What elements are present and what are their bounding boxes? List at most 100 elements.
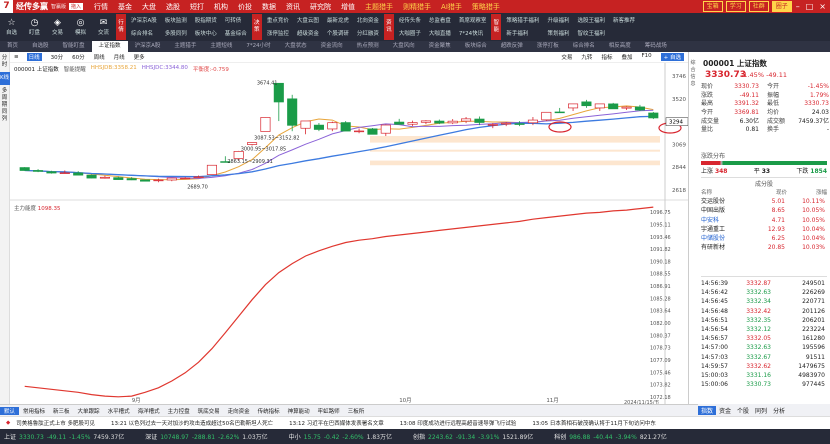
candle[interactable]	[59, 170, 70, 174]
candle[interactable]	[581, 99, 592, 108]
toolbar-link[interactable]: 超级资金	[296, 30, 319, 37]
toolbar-link[interactable]: 北向资金	[356, 17, 379, 24]
nav-tab[interactable]: 首页	[7, 43, 19, 49]
toolbar-link[interactable]: 首席观察室	[458, 17, 487, 24]
candle[interactable]	[220, 156, 231, 163]
indicator-tab[interactable]: 默认	[0, 406, 20, 415]
nav-tab[interactable]: 综合排名	[572, 43, 595, 49]
quote-tab[interactable]: 分析	[773, 407, 786, 415]
chart-menu-icon[interactable]: ≡	[14, 54, 19, 60]
candle[interactable]	[206, 164, 217, 175]
news-item[interactable]: 13:05 日本首相石破茂确认将于11月下旬访问中东	[532, 421, 656, 427]
indicator-tab[interactable]: 三板所	[347, 408, 365, 415]
index-item[interactable]: 科创 986.88 -40.44 -3.94% 821.27亿	[554, 432, 670, 441]
menu-item[interactable]: 大盘	[142, 2, 157, 11]
candle[interactable]	[166, 177, 177, 182]
candle[interactable]	[287, 94, 298, 132]
constituent-row[interactable]: 中储股份 6.25 10.04%	[701, 234, 827, 243]
constituent-row[interactable]: 有研新材 20.85 10.03%	[701, 243, 827, 252]
toolbar-link[interactable]: 新手福利	[506, 30, 529, 37]
candle[interactable]	[380, 124, 391, 137]
toolbar-button[interactable]: ✉ 交流	[92, 13, 115, 41]
toolbar-link[interactable]: 基金综合	[224, 30, 247, 37]
nav-tab[interactable]: 热点预测	[356, 43, 379, 49]
toolbar-link[interactable]: 经传头条	[398, 17, 421, 24]
drag-tag[interactable]: 拖入	[69, 3, 84, 10]
chart-tool[interactable]: 交易	[561, 55, 573, 61]
candle[interactable]	[501, 122, 512, 127]
toolbar-link[interactable]: 分红融资	[356, 30, 379, 37]
nav-tab[interactable]: 相反高度	[608, 43, 631, 49]
nav-tab[interactable]: 资金流向	[320, 43, 343, 49]
quote-tab[interactable]: 同列	[755, 407, 768, 415]
candle[interactable]	[340, 121, 351, 132]
candle[interactable]	[354, 128, 365, 134]
candle[interactable]	[447, 119, 458, 125]
toolbar-link[interactable]: 板块中心	[194, 30, 217, 37]
toolbar-link[interactable]: 智纹王福利	[577, 30, 605, 37]
indicator-tab[interactable]: 常用指标	[23, 408, 46, 415]
nav-tab[interactable]: 沪深京A股	[134, 43, 161, 49]
constituent-row[interactable]: 中安科 4.71 10.05%	[701, 216, 827, 225]
menu-item[interactable]: 研究院	[310, 2, 332, 11]
legend-sys[interactable]: 智能提醒	[63, 67, 86, 73]
toolbar-link[interactable]: 可转债	[224, 17, 242, 24]
menu-item[interactable]: 行情	[94, 2, 109, 11]
toolbar-link[interactable]: 股指期货	[194, 17, 217, 24]
candle[interactable]	[527, 117, 538, 126]
candle[interactable]	[180, 177, 191, 180]
toolbar-button[interactable]: ◈ 交易	[46, 13, 69, 41]
candle[interactable]	[73, 171, 84, 176]
candle[interactable]	[568, 103, 579, 111]
candle[interactable]	[648, 111, 659, 120]
indicator-tab[interactable]: 海洋槽式	[137, 408, 160, 415]
maximize-icon[interactable]: □	[805, 2, 814, 11]
candle[interactable]	[273, 82, 284, 122]
menu-item[interactable]: 资讯	[286, 2, 301, 11]
view-switch[interactable]: 分时	[1, 55, 8, 68]
toolbar-link[interactable]: 涨停监控	[266, 30, 289, 37]
menu-item[interactable]: 数据	[262, 2, 277, 11]
menu-item[interactable]: 机构	[214, 2, 229, 11]
indicator-tab[interactable]: 水平槽式	[107, 408, 130, 415]
nav-tab[interactable]: 超跌反弹	[500, 43, 523, 49]
candle[interactable]	[327, 121, 338, 132]
toolbar-link[interactable]: 多股同列	[164, 30, 187, 37]
chart-tool[interactable]: + 自选	[660, 53, 684, 61]
candle[interactable]	[474, 116, 485, 126]
nav-tab[interactable]: 大盘状态	[284, 43, 307, 49]
candle[interactable]	[367, 128, 378, 135]
candle[interactable]	[420, 120, 431, 125]
candle[interactable]	[19, 167, 30, 171]
indicator-tab[interactable]: 牢虹路师	[317, 408, 340, 415]
period-tab[interactable]: 日线	[26, 53, 42, 61]
toolbar-link[interactable]: 大咖直播	[428, 30, 451, 37]
menu-item[interactable]: 主题猎手	[365, 2, 394, 11]
chart-tool[interactable]: 指标	[601, 55, 613, 61]
menu-item[interactable]: 价投	[238, 2, 253, 11]
toolbar-button[interactable]: ◷ 盯盘	[23, 13, 46, 41]
nav-tab[interactable]: 大盘风向	[392, 43, 415, 49]
candle[interactable]	[514, 121, 525, 127]
news-item[interactable]: 13:12 习近平在巴西媒体发表署名文章	[289, 421, 384, 427]
toolbar-link[interactable]: 个股调研	[326, 30, 349, 37]
menu-item[interactable]: 短打	[190, 2, 205, 11]
candle[interactable]	[434, 119, 445, 125]
close-icon[interactable]: ×	[819, 2, 826, 11]
candle[interactable]	[113, 176, 124, 180]
toolbar-link[interactable]: 重点竞价	[266, 17, 289, 24]
chart-tool[interactable]: 叠加	[621, 55, 633, 61]
toolbar-link[interactable]: 总监看盘	[428, 17, 451, 24]
index-item[interactable]: 创指 2243.62 -91.34 -3.91% 1521.89亿	[413, 432, 536, 441]
candle[interactable]	[313, 122, 324, 132]
title-button[interactable]: 社群	[748, 1, 769, 12]
menu-item[interactable]: 策略猎手	[471, 2, 500, 11]
candle[interactable]	[33, 169, 44, 173]
indicator-tab[interactable]: 走向资金	[227, 408, 250, 415]
nav-tab[interactable]: 主题猎手	[174, 43, 197, 49]
candle[interactable]	[260, 117, 271, 132]
period-tab[interactable]: 月线	[113, 55, 125, 61]
chart-tool[interactable]: F10	[641, 53, 652, 59]
toolbar-link[interactable]: 沪深京A股	[131, 17, 157, 24]
toolbar-link[interactable]: 大咖圈子	[398, 30, 421, 37]
